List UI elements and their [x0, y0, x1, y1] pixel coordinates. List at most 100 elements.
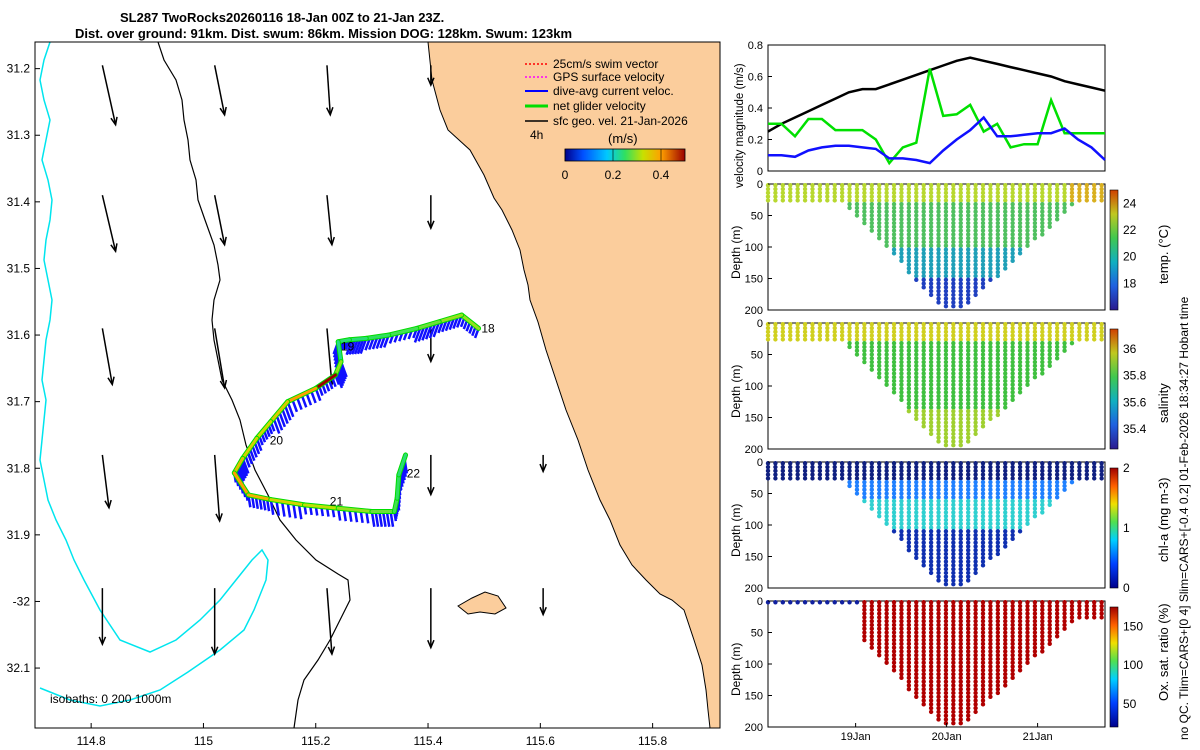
section-dot — [928, 479, 934, 485]
section-dot — [958, 611, 963, 616]
section-dot — [951, 582, 956, 587]
section-dot — [1092, 190, 1097, 196]
section-dot — [928, 510, 934, 515]
section-ylabel: Depth (m) — [729, 226, 743, 279]
section-dot — [1040, 510, 1045, 515]
section-dot — [788, 186, 793, 192]
section-dot — [1025, 476, 1030, 481]
section-dot — [914, 220, 919, 226]
section-dot — [921, 702, 926, 707]
section-dot — [825, 194, 830, 199]
section-dot — [884, 641, 889, 647]
section-dot — [847, 337, 852, 342]
section-dot — [899, 340, 904, 346]
section-dot — [854, 337, 860, 342]
section-dot — [921, 270, 926, 275]
section-dot — [1003, 683, 1008, 688]
section-dot — [780, 337, 786, 342]
section-dot — [1032, 194, 1038, 199]
section-dot — [877, 491, 882, 496]
section-dot — [965, 277, 971, 282]
section-dot — [1092, 183, 1097, 188]
section-dot — [1025, 498, 1030, 504]
section-dot — [1084, 183, 1090, 188]
section-dot — [891, 325, 897, 331]
section-dot — [891, 190, 897, 196]
section-dot — [1025, 322, 1030, 327]
section-dot — [1047, 468, 1052, 474]
section-dot — [1017, 367, 1023, 372]
section-dot — [1010, 622, 1015, 628]
section-dot — [877, 502, 882, 508]
section-dot — [951, 262, 956, 267]
section-dot — [1017, 239, 1023, 245]
section-dot — [988, 540, 993, 545]
section-dot — [980, 281, 986, 286]
section-dot — [928, 634, 934, 639]
section-dot — [936, 288, 941, 294]
section-dot — [899, 600, 904, 605]
section-dot — [914, 555, 919, 560]
section-ylabel: Depth (m) — [729, 643, 743, 696]
section-dot — [951, 679, 956, 684]
geo-arrow — [213, 328, 228, 390]
section-dot — [1010, 183, 1015, 188]
section-dot — [1017, 637, 1023, 643]
map-ytick-label: 31.8 — [7, 461, 31, 475]
section-dot — [995, 656, 1001, 662]
section-dot — [884, 363, 889, 369]
section-dot — [943, 329, 949, 335]
section-dot — [988, 668, 993, 673]
section-dot — [965, 340, 971, 346]
section-dot — [825, 325, 830, 331]
section-dot — [1054, 615, 1060, 620]
section-dot — [965, 487, 971, 492]
section-dot — [921, 273, 926, 279]
section-dot — [847, 340, 852, 346]
section-dot — [928, 675, 934, 681]
section-ytick-label: 100 — [745, 659, 763, 671]
section-dot — [914, 495, 919, 500]
section-dot — [951, 228, 956, 233]
section-dot — [936, 479, 941, 485]
section-dot — [965, 281, 971, 286]
section-dot — [906, 397, 912, 403]
section-dot — [914, 232, 919, 237]
section-dot — [1025, 243, 1030, 248]
section-dot — [1025, 472, 1030, 477]
section-dot — [877, 232, 882, 237]
section-dot — [862, 198, 867, 203]
section-dot — [1062, 348, 1067, 353]
section-dot — [1010, 344, 1015, 350]
section-dot — [1054, 483, 1060, 489]
section-dot — [862, 205, 867, 211]
section-dot — [1054, 634, 1060, 639]
section-dot — [914, 378, 919, 384]
section-dot — [928, 390, 934, 395]
section-dot — [1032, 649, 1038, 654]
section-dot — [914, 536, 919, 542]
section-dot — [1077, 329, 1082, 335]
section-dot — [936, 401, 941, 406]
section-dot — [877, 607, 882, 613]
section-dot — [832, 183, 837, 188]
section-dot — [936, 570, 941, 576]
section-dot — [914, 649, 919, 654]
section-dot — [899, 386, 904, 391]
section-dot — [943, 251, 949, 256]
colorbar-tick-label: 22 — [1123, 223, 1137, 237]
section-dot — [995, 378, 1001, 384]
section-dot — [862, 190, 867, 196]
map-ytick-label: 31.6 — [7, 328, 31, 342]
section-dot — [884, 333, 889, 338]
section-dot — [973, 262, 978, 267]
section-dot — [1040, 333, 1045, 338]
section-dot — [973, 270, 978, 275]
section-dot — [899, 367, 904, 372]
section-dot — [936, 517, 941, 523]
section-dot — [1047, 630, 1052, 635]
section-dot — [958, 325, 963, 331]
section-dot — [988, 382, 993, 387]
section-dot — [921, 540, 926, 545]
section-dot — [928, 461, 934, 466]
